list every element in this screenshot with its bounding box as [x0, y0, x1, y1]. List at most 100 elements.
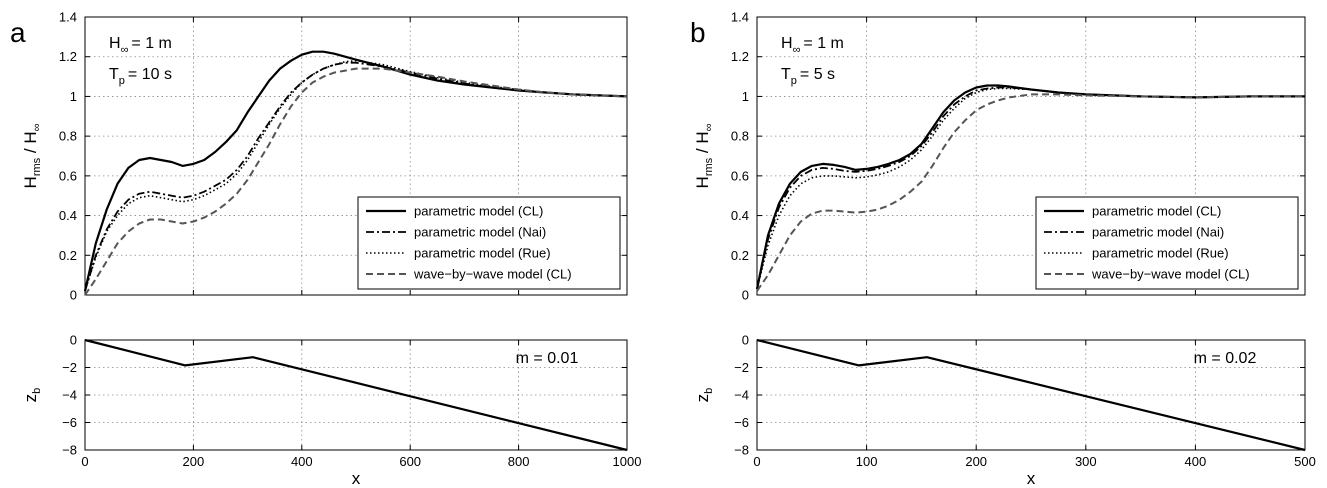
y-tick-label: 1	[70, 89, 77, 104]
legend-entry: parametric model (Rue)	[414, 246, 551, 261]
y-tick-label: 1.2	[731, 49, 749, 64]
panel-label: a	[10, 17, 26, 48]
y-tick-label: 0.2	[731, 248, 749, 263]
y-tick-label: 1	[742, 89, 749, 104]
h-infinity-annotation: H∞ = 1 m	[781, 35, 844, 56]
x-axis-label: x	[352, 469, 361, 488]
series-line-dashed	[756, 93, 1305, 292]
annotation-part: ∞	[793, 44, 801, 56]
y-tick-label: 0	[70, 288, 77, 303]
legend: parametric model (CL) parametric model (N…	[1035, 196, 1299, 290]
y-tick-label: 0	[742, 288, 749, 303]
y-tick-label: 1.2	[59, 49, 77, 64]
x-tick-label: 0	[753, 454, 760, 469]
axes-frame	[84, 16, 628, 296]
y-label-part: ∞	[31, 124, 43, 132]
y-tick-label: 0.8	[731, 129, 749, 144]
x-tick-label: 300	[1075, 454, 1097, 469]
y-tick-label: −4	[62, 388, 77, 403]
annotation-part: ∞	[121, 44, 129, 56]
grid-lines	[85, 340, 627, 450]
y-tick-label: −2	[734, 360, 749, 375]
y-label-part: b	[703, 388, 715, 394]
series-line-dotted	[84, 59, 628, 292]
series-line-solid	[756, 338, 1306, 452]
annotation-part: T	[781, 66, 791, 83]
y-axis-label: Hrms / H∞	[693, 124, 715, 189]
series-line-dotted	[756, 87, 1305, 290]
y-tick-label: 0	[742, 333, 749, 348]
annotation-part: H	[781, 35, 793, 52]
annotation-part: H	[109, 35, 121, 52]
y-tick-label: 0.4	[731, 208, 749, 223]
bathymetry-chart: 0 100 200 300 400 500 −8 −6 −4 −2 0 m = 0.02 x zb	[693, 333, 1316, 488]
legend-entry: parametric model (Nai)	[1092, 225, 1224, 240]
series-line-dashdot	[84, 61, 628, 292]
y-tick-label: 0.6	[59, 168, 77, 183]
legend-entry: wave−by−wave model (CL)	[1091, 267, 1250, 282]
y-label-part: z	[21, 394, 40, 403]
x-tick-label: 100	[856, 454, 878, 469]
tp-annotation: Tp = 10 s	[109, 66, 172, 87]
panel-label: b	[690, 17, 706, 48]
series-line-solid	[84, 338, 628, 452]
x-tick-label: 200	[183, 454, 205, 469]
annotation-part: = 1 m	[803, 35, 843, 52]
x-tick-label: 800	[508, 454, 530, 469]
slope-annotation: m = 0.02	[1194, 350, 1257, 367]
y-label-part: / H	[21, 131, 40, 157]
legend-entry: parametric model (CL)	[1092, 204, 1221, 219]
axes-frame	[756, 16, 1306, 296]
axes-frame	[84, 339, 628, 451]
y-label-part: ∞	[703, 124, 715, 132]
y-tick-label: −8	[62, 443, 77, 458]
y-axis-label: zb	[21, 388, 43, 403]
grid-lines	[757, 340, 1305, 450]
y-tick-label: 1.4	[59, 10, 77, 25]
y-label-part: rms	[703, 157, 715, 176]
legend-entry: parametric model (CL)	[414, 204, 543, 219]
series-line-solid	[83, 50, 628, 292]
legend: parametric model (CL) parametric model (N…	[357, 196, 621, 290]
y-tick-label: 0	[70, 333, 77, 348]
x-tick-label: 400	[1185, 454, 1207, 469]
x-axis-label: x	[1027, 469, 1036, 488]
y-tick-label: 1.4	[731, 10, 749, 25]
legend-entry: wave−by−wave model (CL)	[413, 267, 572, 282]
y-tick-label: 0.6	[731, 168, 749, 183]
y-label-part: b	[31, 388, 43, 394]
x-tick-label: 400	[291, 454, 313, 469]
annotation-part: p	[791, 75, 797, 87]
grid-lines	[757, 17, 1305, 295]
y-axis-label: Hrms / H∞	[21, 124, 43, 189]
y-label-part: H	[21, 176, 40, 188]
series-line-dashed	[84, 67, 628, 296]
y-label-part: / H	[693, 131, 712, 157]
x-tick-label: 1000	[613, 454, 642, 469]
annotation-part: T	[109, 66, 119, 83]
x-tick-label: 0	[81, 454, 88, 469]
y-tick-label: 0.4	[59, 208, 77, 223]
x-tick-label: 500	[1294, 454, 1316, 469]
y-label-part: H	[693, 176, 712, 188]
x-tick-label: 600	[399, 454, 421, 469]
y-label-part: z	[693, 394, 712, 403]
bathymetry-chart: 0 200 400 600 800 1000 −8 −6 −4 −2 0 m = 0.01 x zb	[21, 333, 641, 488]
grid-lines	[85, 17, 627, 295]
y-tick-label: 0.8	[59, 129, 77, 144]
y-tick-label: −6	[62, 415, 77, 430]
y-axis-label: zb	[693, 388, 715, 403]
y-tick-label: −4	[734, 388, 749, 403]
annotation-part: = 1 m	[131, 35, 171, 52]
legend-entry: parametric model (Nai)	[414, 225, 546, 240]
x-tick-label: 200	[965, 454, 987, 469]
h-infinity-annotation: H∞ = 1 m	[109, 35, 172, 56]
y-tick-label: 0.2	[59, 248, 77, 263]
axes-frame	[756, 339, 1306, 451]
series-line-dashdot	[756, 86, 1305, 290]
